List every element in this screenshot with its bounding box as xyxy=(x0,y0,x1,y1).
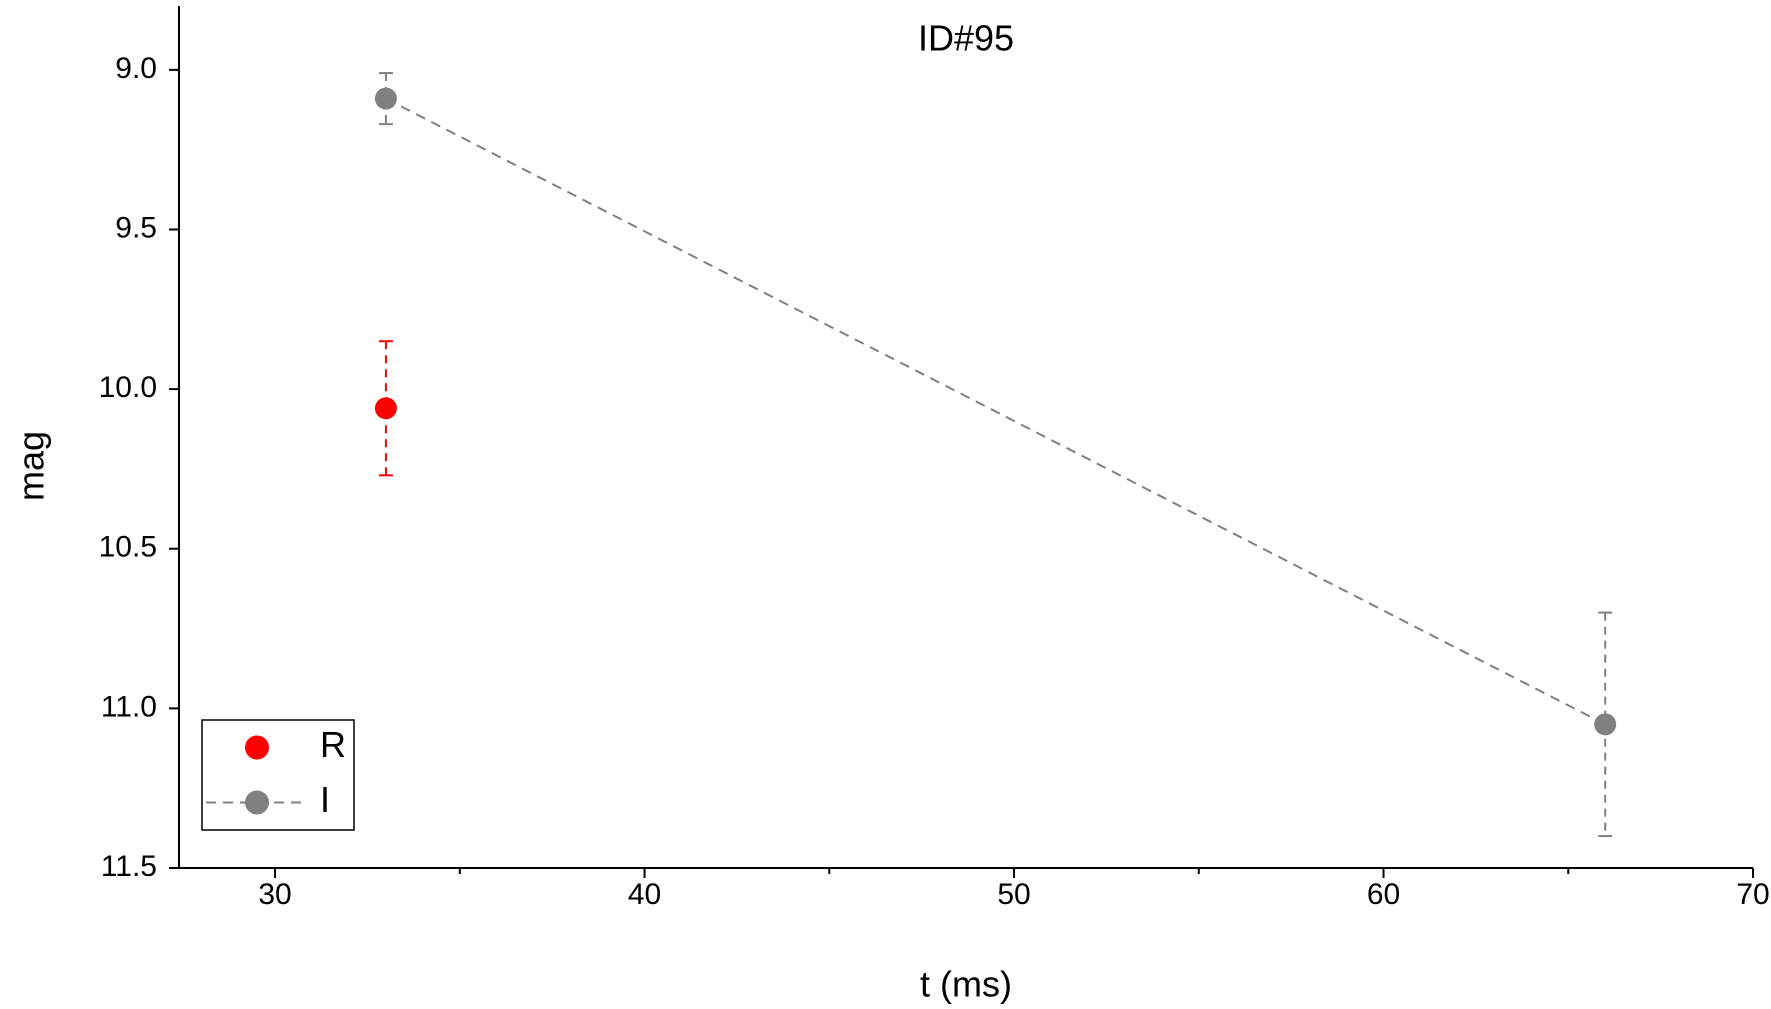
y-axis-label: mag xyxy=(11,431,52,501)
legend-marker xyxy=(245,790,269,815)
y-tick-label: 11.0 xyxy=(101,690,157,723)
legend-marker xyxy=(245,735,269,760)
y-tick-label: 10.5 xyxy=(99,531,157,564)
x-tick-label: 60 xyxy=(1367,878,1400,911)
y-tick-label: 9.5 xyxy=(115,211,157,244)
error-bar xyxy=(1598,611,1613,838)
x-tick-label: 70 xyxy=(1736,878,1769,911)
x-tick-label: 40 xyxy=(628,878,661,911)
legend-label: I xyxy=(320,779,330,820)
error-bar xyxy=(378,72,393,126)
x-tick-label: 50 xyxy=(997,878,1030,911)
legend-label: R xyxy=(320,724,346,765)
error-bar xyxy=(378,340,393,477)
x-axis-label: t (ms) xyxy=(920,964,1012,1005)
series-line xyxy=(385,97,1606,726)
data-point xyxy=(1594,713,1617,736)
data-point xyxy=(374,87,397,110)
data-point xyxy=(374,397,397,420)
x-tick-label: 30 xyxy=(258,878,291,911)
y-tick-label: 10.0 xyxy=(99,371,157,404)
chart-title: ID#95 xyxy=(918,18,1014,59)
y-tick-label: 11.5 xyxy=(101,850,157,883)
legend-box xyxy=(201,719,355,831)
y-tick-label: 9.0 xyxy=(115,52,157,85)
